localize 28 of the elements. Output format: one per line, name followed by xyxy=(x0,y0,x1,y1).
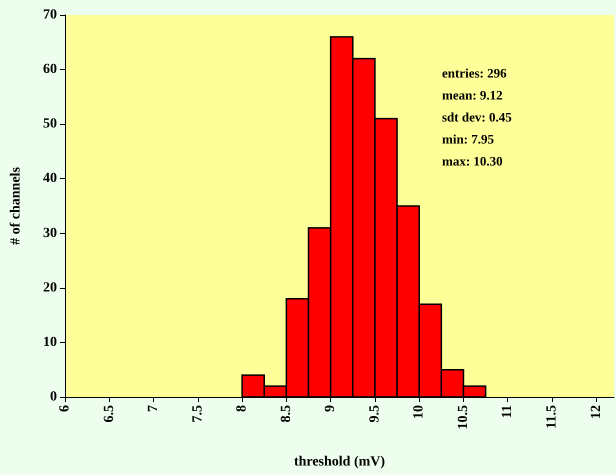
annotation: mean: 9.12 xyxy=(442,88,503,102)
annotation: max: 10.30 xyxy=(442,154,503,168)
x-tick-label: 10.5 xyxy=(456,405,471,430)
annotation: min: 7.95 xyxy=(442,132,494,146)
y-axis-title: # of channels xyxy=(8,166,24,245)
y-tick-label: 60 xyxy=(43,62,57,78)
x-tick-label: 9 xyxy=(323,405,338,412)
annotation: sdt dev: 0.45 xyxy=(442,110,512,124)
x-tick-label: 12 xyxy=(588,405,604,419)
x-axis-title: threshold (mV) xyxy=(294,454,386,470)
x-tick-label: 8.5 xyxy=(278,405,294,422)
y-tick-label: 0 xyxy=(50,390,57,404)
x-tick-label: 7 xyxy=(146,405,162,412)
x-tick-label: 9.5 xyxy=(367,405,382,422)
y-tick-label: 30 xyxy=(43,226,57,241)
x-tick-label: 6.5 xyxy=(102,405,117,422)
y-tick-label: 70 xyxy=(43,8,57,22)
x-tick-label: 11.5 xyxy=(544,405,560,429)
y-tick-label: 50 xyxy=(43,116,57,132)
x-tick-label: 11 xyxy=(500,405,516,418)
y-tick-label: 10 xyxy=(43,334,57,350)
y-tick-label: 40 xyxy=(43,171,57,186)
annotation: entries: 296 xyxy=(442,66,508,80)
x-tick-label: 8 xyxy=(234,405,250,412)
y-tick-label: 20 xyxy=(43,280,57,296)
x-tick-label: 7.5 xyxy=(190,405,206,422)
x-tick-label: 6 xyxy=(58,405,72,412)
x-tick-label: 10 xyxy=(412,405,427,419)
